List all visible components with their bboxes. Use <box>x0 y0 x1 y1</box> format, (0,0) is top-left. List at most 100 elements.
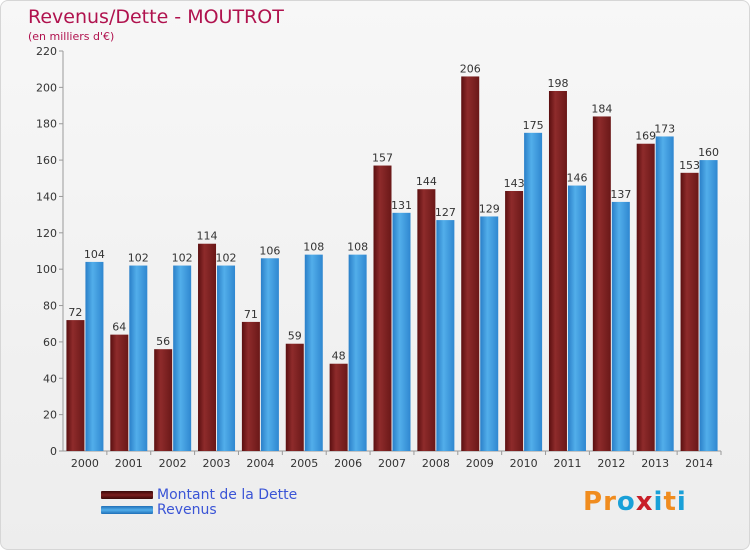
y-tick-label: 60 <box>43 336 57 349</box>
legend-swatch-dette <box>101 491 153 499</box>
bar-revenus <box>567 185 586 451</box>
bar-revenus <box>699 160 718 451</box>
x-tick-label: 2011 <box>553 457 581 470</box>
legend-label-revenus: Revenus <box>157 502 217 518</box>
x-tick-label: 2012 <box>597 457 625 470</box>
data-label-dette: 144 <box>416 175 437 188</box>
data-label-revenus: 102 <box>128 252 149 265</box>
bar-dette <box>417 189 436 451</box>
data-label-dette: 71 <box>244 308 258 321</box>
bar-dette <box>110 334 129 451</box>
bar-revenus <box>480 216 499 451</box>
data-label-revenus: 146 <box>566 172 587 185</box>
data-label-revenus: 108 <box>303 241 324 254</box>
x-tick-label: 2006 <box>334 457 362 470</box>
x-tick-label: 2013 <box>641 457 669 470</box>
data-label-dette: 206 <box>460 62 481 75</box>
data-label-revenus: 175 <box>523 119 544 132</box>
y-tick-label: 0 <box>50 445 57 458</box>
y-tick-label: 100 <box>36 263 57 276</box>
data-label-revenus: 104 <box>84 248 105 261</box>
data-label-revenus: 137 <box>610 188 631 201</box>
data-label-revenus: 129 <box>479 202 500 215</box>
data-label-dette: 59 <box>288 330 302 343</box>
chart-subtitle: (en milliers d'€) <box>28 30 115 43</box>
bar-dette <box>241 321 260 451</box>
bar-revenus <box>348 254 367 451</box>
data-label-revenus: 131 <box>391 199 412 212</box>
x-tick-label: 2005 <box>290 457 318 470</box>
logo-letter: t <box>663 487 677 517</box>
y-tick-label: 80 <box>43 300 57 313</box>
data-label-revenus: 102 <box>172 252 193 265</box>
x-tick-label: 2004 <box>246 457 274 470</box>
data-label-dette: 143 <box>504 177 525 190</box>
legend-swatch-revenus <box>101 506 153 514</box>
y-tick-label: 160 <box>36 154 57 167</box>
y-tick-label: 140 <box>36 190 57 203</box>
legend-label-dette: Montant de la Dette <box>157 487 298 503</box>
data-label-dette: 72 <box>68 306 82 319</box>
logo-letter: x <box>635 487 654 517</box>
bar-revenus <box>655 136 674 452</box>
bar-dette <box>636 143 655 451</box>
bar-dette <box>548 91 567 451</box>
y-tick-label: 220 <box>36 45 57 58</box>
x-tick-label: 2000 <box>71 457 99 470</box>
data-label-dette: 198 <box>547 77 568 90</box>
x-tick-label: 2007 <box>378 457 406 470</box>
data-label-revenus: 102 <box>216 252 237 265</box>
x-tick-label: 2003 <box>203 457 231 470</box>
bar-revenus <box>260 258 279 451</box>
x-tick-label: 2014 <box>685 457 713 470</box>
bar-dette <box>373 165 392 451</box>
data-label-dette: 48 <box>332 350 346 363</box>
bar-dette <box>592 116 611 452</box>
logo-letter: i <box>653 487 664 517</box>
data-label-revenus: 160 <box>698 146 719 159</box>
bar-revenus <box>611 201 630 451</box>
data-label-revenus: 127 <box>435 206 456 219</box>
bar-revenus <box>524 132 543 451</box>
x-tick-label: 2002 <box>159 457 187 470</box>
data-label-dette: 169 <box>635 130 656 143</box>
x-tick-label: 2009 <box>466 457 494 470</box>
proxiti-logo: Proxiti <box>583 487 687 517</box>
bar-dette <box>505 191 524 451</box>
bar-revenus <box>129 265 148 451</box>
y-tick-label: 40 <box>43 372 57 385</box>
y-tick-label: 200 <box>36 81 57 94</box>
logo-letter: i <box>676 487 687 517</box>
logo-letter: r <box>603 487 617 517</box>
data-label-dette: 157 <box>372 152 393 165</box>
bar-revenus <box>304 254 323 451</box>
legend-item-revenus: Revenus <box>101 502 217 518</box>
data-label-revenus: 173 <box>654 122 675 135</box>
bar-dette <box>154 349 173 451</box>
y-tick-label: 20 <box>43 409 57 422</box>
bar-revenus <box>217 265 236 451</box>
data-label-dette: 184 <box>591 102 612 115</box>
bar-dette <box>680 172 699 451</box>
y-tick-label: 120 <box>36 227 57 240</box>
data-label-dette: 114 <box>197 230 218 243</box>
logo-letter: o <box>616 487 636 517</box>
bar-dette <box>461 76 480 452</box>
x-tick-label: 2010 <box>510 457 538 470</box>
bar-dette <box>329 363 348 451</box>
data-label-revenus: 108 <box>347 241 368 254</box>
bar-dette <box>198 243 217 451</box>
bar-dette <box>285 343 304 451</box>
data-label-dette: 153 <box>679 159 700 172</box>
logo-letter: P <box>583 487 604 517</box>
data-label-dette: 64 <box>112 321 126 334</box>
x-tick-label: 2008 <box>422 457 450 470</box>
bar-revenus <box>173 265 192 451</box>
bar-revenus <box>85 261 104 451</box>
legend-item-dette: Montant de la Dette <box>101 487 297 503</box>
bar-revenus <box>436 220 455 451</box>
data-label-revenus: 106 <box>259 244 280 257</box>
bar-revenus <box>392 212 411 451</box>
